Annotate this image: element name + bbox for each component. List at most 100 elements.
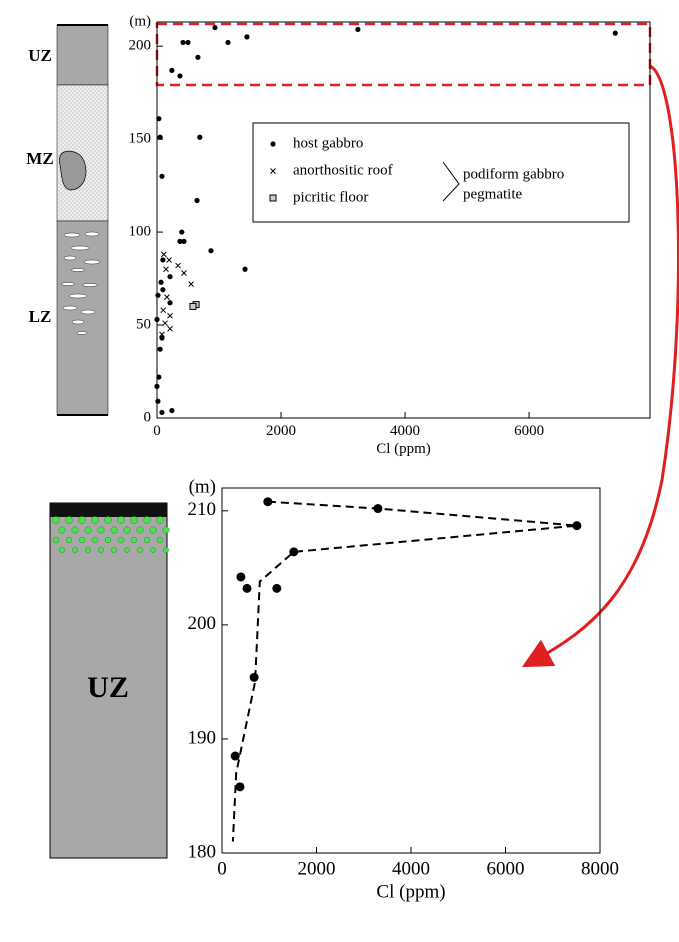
y-tick-label: 180 (188, 841, 217, 862)
green-dot (65, 536, 73, 544)
data-point (163, 266, 169, 273)
x-axis-label: Cl (ppm) (376, 881, 445, 902)
data-point (167, 312, 173, 319)
data-point (156, 374, 162, 380)
x-tick-label: 4000 (390, 423, 420, 439)
green-dot (143, 536, 151, 544)
green-dot (163, 547, 169, 553)
green-dot (143, 516, 151, 524)
data-point (188, 281, 194, 287)
green-dot (71, 526, 79, 534)
data-point (194, 197, 200, 204)
green-dot (162, 526, 170, 534)
green-dot (149, 526, 157, 534)
green-dot (150, 547, 156, 553)
green-dot (104, 536, 112, 544)
data-point (181, 238, 187, 244)
data-point (177, 238, 183, 244)
data-point (154, 383, 160, 389)
data-point (235, 782, 245, 792)
data-point (155, 398, 161, 404)
data-point (225, 39, 231, 46)
data-point (159, 409, 165, 416)
data-point (177, 73, 183, 79)
green-dot (78, 536, 86, 544)
y-tick-label: 50 (136, 316, 151, 332)
green-dot (97, 526, 105, 534)
trend-line (231, 500, 577, 842)
data-point (189, 302, 197, 310)
data-point (180, 39, 186, 46)
legend-label: host gabbro (293, 135, 363, 151)
y-tick-label: 150 (129, 131, 152, 147)
green-dot (104, 516, 112, 524)
data-point (269, 194, 277, 202)
uz-column (49, 502, 168, 859)
green-dot (137, 547, 143, 553)
data-point (160, 307, 167, 314)
y-tick-label: 210 (188, 499, 217, 520)
zoom-arrow (521, 64, 679, 668)
legend-group-label: podiform gabbro (463, 166, 564, 182)
y-tick-label: 0 (144, 409, 152, 425)
green-dot (58, 526, 66, 534)
highlight-box (155, 22, 652, 87)
strat-column (56, 24, 109, 416)
zone-label: LZ (29, 307, 52, 326)
zone-label: UZ (28, 46, 52, 65)
green-dot (91, 536, 99, 544)
x-tick-label: 4000 (392, 858, 430, 879)
data-point (167, 300, 173, 306)
data-point (166, 257, 172, 263)
zone-label: MZ (26, 149, 53, 168)
green-dot (123, 526, 131, 534)
green-dot (98, 547, 104, 553)
x-tick-label: 0 (153, 423, 161, 439)
data-point (157, 346, 163, 352)
data-point (169, 407, 175, 414)
green-dot (117, 516, 125, 524)
data-point (355, 26, 361, 33)
data-point (289, 547, 299, 557)
green-dot (110, 526, 118, 534)
green-dot (156, 536, 164, 544)
green-dot (72, 547, 78, 553)
data-point (159, 335, 165, 341)
green-dot (111, 547, 117, 553)
x-tick-label: 6000 (514, 423, 544, 439)
data-point (249, 672, 259, 682)
data-point (158, 279, 164, 285)
data-point (159, 331, 165, 338)
data-point (179, 229, 185, 235)
x-tick-label: 0 (217, 858, 227, 879)
data-point (263, 497, 273, 507)
legend-box (252, 122, 630, 223)
green-dot (130, 516, 138, 524)
data-point (154, 316, 160, 323)
y-tick-label: 200 (188, 613, 217, 634)
data-point (156, 116, 162, 122)
green-dot (84, 526, 92, 534)
green-dots (52, 516, 170, 553)
x-axis-label: Cl (ppm) (376, 441, 431, 457)
data-point (157, 134, 163, 140)
data-point (160, 251, 167, 258)
y-axis-label: (m) (129, 13, 151, 29)
data-point (159, 173, 165, 179)
green-dot (52, 516, 60, 524)
green-dot (117, 536, 125, 544)
y-tick-label: 190 (188, 727, 217, 748)
green-dot (52, 536, 60, 544)
data-point (167, 274, 173, 280)
data-point (197, 134, 203, 140)
data-point (195, 54, 201, 60)
legend-bracket (442, 161, 460, 202)
x-tick-label: 2000 (298, 858, 336, 879)
data-point (160, 287, 166, 293)
green-dot (85, 547, 91, 553)
data-point (272, 583, 282, 593)
data-point (160, 257, 166, 263)
legend-group-label: pegmatite (463, 186, 522, 202)
data-point (175, 262, 181, 269)
